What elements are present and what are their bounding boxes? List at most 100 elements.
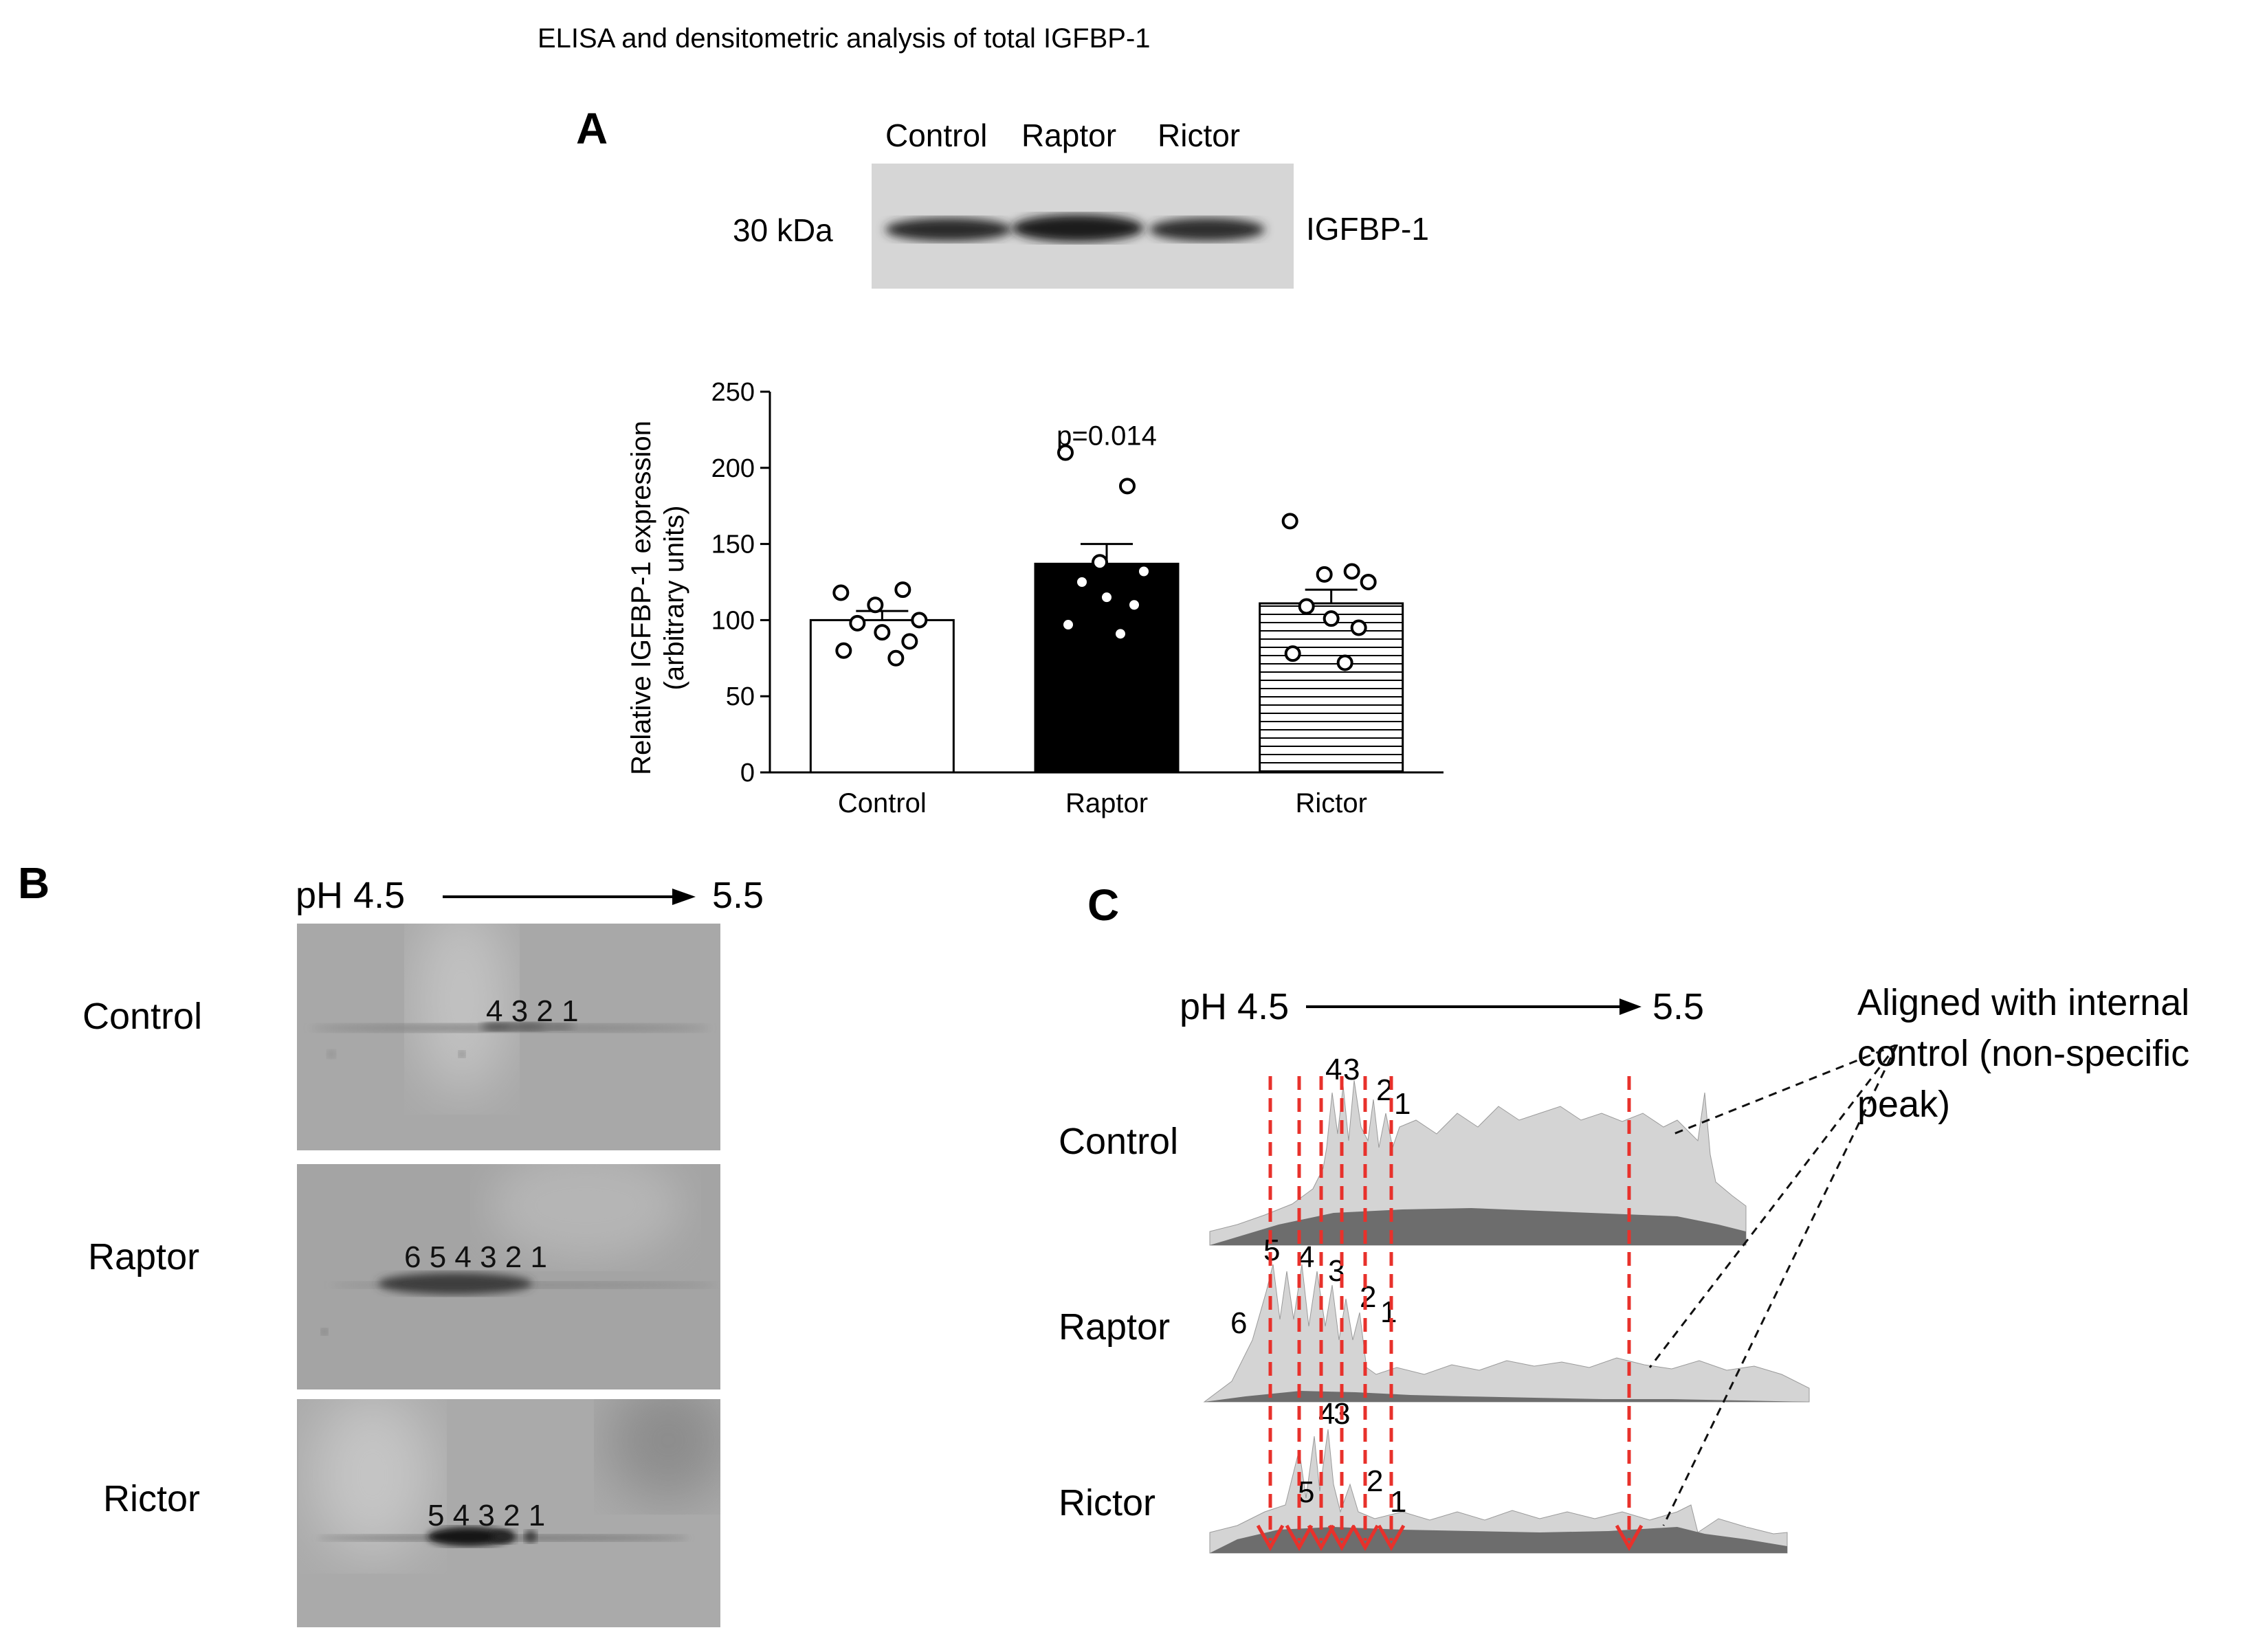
y-tick-label: 150 [711, 531, 755, 559]
data-point [1298, 598, 1315, 615]
densitogram-peak-label: 2 [1360, 1280, 1376, 1314]
y-tick-label: 200 [711, 454, 755, 483]
pointer-lines [1648, 1045, 1899, 1526]
y-axis-label: Relative IGFBP-1 expression (arbitrary u… [626, 421, 689, 775]
blot-band-raptor [1012, 214, 1144, 242]
arrow-head [1285, 1524, 1314, 1552]
blot-band-control [885, 218, 1012, 241]
error-bars [856, 543, 1358, 621]
gel-spot-labels-control: 4 3 2 1 [486, 994, 579, 1028]
gel-image-raptor: 6 5 4 3 2 1 [297, 1164, 720, 1389]
y-axis-label-line-2: (arbitrary units) [659, 506, 689, 691]
data-point [1077, 577, 1087, 587]
densitogram-peak-label: 3 [1343, 1053, 1360, 1086]
panel-c-ph-end: 5.5 [1652, 986, 1705, 1027]
gel-spot-labels-rictor: 5 4 3 2 1 [428, 1499, 545, 1532]
densitogram-peak-label: 1 [1380, 1295, 1397, 1329]
data-point [849, 614, 866, 632]
densitogram-peak-label: 2 [1367, 1464, 1383, 1498]
panel-c-ph-arrow [1306, 998, 1641, 1015]
western-blot [872, 164, 1294, 289]
densitogram-label-raptor: Raptor [1059, 1306, 1171, 1348]
x-tick-label: Rictor [1295, 788, 1367, 818]
data-point [901, 633, 918, 650]
pointer-line-raptor [1648, 1045, 1899, 1368]
data-point [1360, 574, 1377, 590]
y-tick-label: 0 [740, 759, 755, 788]
bar-rictor [1259, 602, 1404, 774]
x-tick-label: Raptor [1065, 788, 1148, 818]
data-point [832, 584, 850, 601]
data-point [911, 612, 928, 629]
y-tick-label: 50 [726, 682, 755, 711]
densitogram-rictor: 5 4 3 2 1 [1209, 1397, 1788, 1554]
panel-b-ph-start: pH 4.5 [296, 875, 406, 916]
alignment-note-line-2: control (non-specific [1857, 1033, 2190, 1074]
chart-annotation: p=0.014 [1057, 421, 1157, 451]
lane-label-rictor: Rictor [1158, 118, 1241, 153]
data-point [1284, 645, 1301, 662]
densitogram-raptor: 6 5 4 3 2 1 [1203, 1234, 1810, 1403]
y-tick-labels: 250 200 150 100 50 0 [711, 378, 755, 788]
x-tick-labels: Control Raptor Rictor [838, 788, 1367, 818]
lane-label-control: Control [885, 118, 988, 153]
alignment-note-line-1: Aligned with internal [1857, 982, 2190, 1023]
gel-label-rictor: Rictor [103, 1478, 201, 1519]
data-point [1057, 444, 1074, 461]
arrow-head [1327, 1524, 1356, 1552]
data-point [835, 642, 852, 659]
bar-control [809, 618, 955, 774]
data-point [867, 596, 884, 614]
densitogram-panel: 4 3 2 1 6 5 4 3 2 1 5 4 3 2 1 [1203, 1045, 1899, 1554]
pointer-line-control [1670, 1045, 1898, 1137]
protein-label: IGFBP-1 [1306, 211, 1429, 247]
lane-label-raptor: Raptor [1021, 118, 1117, 153]
alignment-note-line-3: peak) [1857, 1084, 1951, 1125]
data-point [1336, 654, 1353, 671]
data-point [1063, 620, 1073, 630]
arrow-head [1351, 1524, 1380, 1552]
blot-band-rictor [1149, 218, 1265, 241]
gel-image-control: 4 3 2 1 [297, 924, 720, 1150]
figure-title: ELISA and densitometric analysis of tota… [538, 23, 1151, 54]
densitogram-label-control: Control [1059, 1121, 1179, 1162]
panel-c-letter: C [1087, 880, 1120, 930]
arrow-head [1256, 1524, 1285, 1552]
data-point [887, 649, 905, 667]
alignment-arrows [1256, 1076, 1644, 1552]
data-point [1116, 629, 1125, 639]
x-tick-label: Control [838, 788, 927, 818]
panel-b-ph-end: 5.5 [712, 875, 764, 916]
data-point [1092, 554, 1108, 571]
molecular-weight-marker: 30 kDa [733, 212, 833, 248]
panel-b-ph-arrow [443, 889, 696, 905]
panel-c-ph-start: pH 4.5 [1180, 986, 1290, 1027]
data-point [1316, 566, 1333, 583]
y-axis-label-line-1: Relative IGFBP-1 expression [626, 421, 656, 775]
gel-image-rictor: 5 4 3 2 1 [297, 1399, 720, 1627]
p-value-label: p=0.014 [1057, 421, 1157, 451]
data-point [1350, 619, 1367, 636]
arrow-head [1615, 1524, 1644, 1552]
data-point [894, 581, 911, 599]
data-point [1119, 478, 1136, 495]
densitogram-peak-label: 1 [1394, 1087, 1411, 1121]
data-point [874, 624, 891, 641]
data-point [1343, 563, 1360, 580]
western-blot-bands [872, 164, 1294, 289]
data-point [1129, 600, 1139, 610]
data-point [1139, 566, 1149, 577]
arrow-head [1377, 1524, 1406, 1552]
data-points [832, 444, 1377, 671]
panel-b-letter: B [18, 858, 50, 908]
data-point [1323, 610, 1340, 627]
gel-label-raptor: Raptor [88, 1236, 200, 1277]
gel-label-control: Control [82, 996, 203, 1037]
data-point [1281, 513, 1298, 530]
densitogram-label-rictor: Rictor [1059, 1482, 1156, 1523]
y-tick-label: 250 [711, 378, 755, 407]
y-tick-label: 100 [711, 606, 755, 635]
gel-spot-labels-raptor: 6 5 4 3 2 1 [404, 1240, 547, 1274]
densitogram-peak-label: 4 [1325, 1053, 1342, 1086]
data-point [1102, 592, 1112, 603]
